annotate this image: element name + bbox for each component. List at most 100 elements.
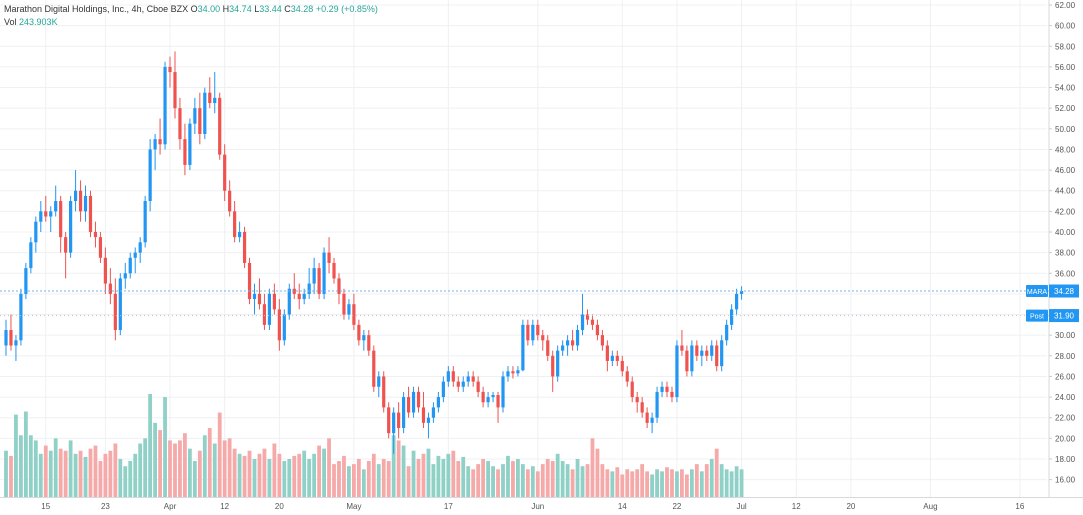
candle xyxy=(39,201,43,232)
candle-body xyxy=(546,340,550,356)
candle-body xyxy=(347,304,351,315)
candle-body xyxy=(267,293,272,325)
volume-bar xyxy=(153,422,157,497)
y-tick-label: 16.00 xyxy=(1055,476,1076,485)
candle xyxy=(347,299,351,320)
volume-bar xyxy=(252,458,257,497)
volume-bar xyxy=(332,464,336,497)
volume-bar xyxy=(506,455,510,497)
volume-bar xyxy=(585,464,590,497)
candle xyxy=(198,92,202,145)
candle xyxy=(83,185,88,222)
candle xyxy=(585,309,590,325)
volume-bar xyxy=(292,455,297,497)
candle-body xyxy=(377,376,381,387)
volume-bar xyxy=(540,464,545,497)
volume-bar xyxy=(625,469,630,497)
volume-bar xyxy=(386,461,391,497)
candle-body xyxy=(257,293,262,305)
candle xyxy=(476,376,480,398)
candle-body xyxy=(511,371,515,374)
candle-body xyxy=(297,293,301,300)
volume-bars xyxy=(4,393,744,497)
volume-bar xyxy=(620,474,625,497)
x-tick-label: 14 xyxy=(618,502,627,511)
volume-bar xyxy=(342,455,346,497)
candle xyxy=(725,319,729,346)
y-tick-label: 58.00 xyxy=(1055,42,1076,51)
volume-bar xyxy=(73,453,78,497)
candle-body xyxy=(188,123,192,165)
candle xyxy=(377,371,381,398)
volume-bar xyxy=(133,453,138,497)
y-tick-label: 62.00 xyxy=(1055,1,1076,10)
x-tick-label: 23 xyxy=(101,502,110,511)
volume-bar xyxy=(610,471,615,497)
candle-body xyxy=(357,324,361,341)
candle xyxy=(367,330,371,356)
candle xyxy=(143,195,147,248)
volume-bar xyxy=(729,471,734,497)
candle xyxy=(118,273,122,336)
candle xyxy=(566,335,570,356)
candle-body xyxy=(262,304,267,325)
candle-body xyxy=(645,412,649,423)
candle-body xyxy=(406,397,411,413)
candle xyxy=(456,376,460,392)
candle xyxy=(257,278,262,310)
candle xyxy=(426,412,431,439)
candle xyxy=(78,180,83,222)
candle xyxy=(297,283,301,310)
candle-body xyxy=(595,324,600,336)
candle xyxy=(605,340,609,372)
volume-bar xyxy=(595,448,600,497)
candle-body xyxy=(272,293,276,310)
candle xyxy=(436,391,440,413)
candle-body xyxy=(108,283,112,294)
x-tick-label: 20 xyxy=(846,502,855,511)
candle-body xyxy=(501,376,505,408)
price-axis[interactable]: 16.00 18.00 20.00 22.00 24.00 26.00 28.00 30.00… xyxy=(1048,0,1076,497)
candle xyxy=(223,144,227,202)
price-tag-name-bg xyxy=(1026,285,1048,298)
volume-bar xyxy=(501,464,505,497)
candle-body xyxy=(19,293,23,341)
candle xyxy=(620,355,624,377)
volume-bar xyxy=(43,445,48,497)
candle-body xyxy=(590,319,595,325)
candle-body xyxy=(516,370,520,374)
candle xyxy=(178,97,182,150)
time-axis[interactable]: 15 23 Apr 12 20 May 17 Jun 14 22 Jul 12 20 Aug 16 xyxy=(0,497,1083,512)
candle xyxy=(282,309,286,346)
y-tick-label: 50.00 xyxy=(1055,125,1076,134)
candle-body xyxy=(739,291,744,294)
volume-bar xyxy=(183,433,187,497)
candle-body xyxy=(29,242,33,269)
candle xyxy=(635,391,639,413)
candle-body xyxy=(600,335,604,346)
candle-body xyxy=(551,355,555,377)
volume-bar xyxy=(436,455,441,497)
candle xyxy=(685,345,689,377)
candle-body xyxy=(93,231,98,238)
volume-bar xyxy=(516,458,520,497)
candle-body xyxy=(242,231,247,263)
candle-body xyxy=(128,257,132,274)
volume-bar xyxy=(282,461,287,497)
volume-bar xyxy=(212,443,217,497)
candle-body xyxy=(133,252,137,258)
volume-bar xyxy=(202,435,207,497)
volume-bar xyxy=(391,435,396,497)
volume-bar xyxy=(19,435,23,497)
candle xyxy=(556,345,560,382)
candle xyxy=(277,299,281,351)
volume-bar xyxy=(247,450,252,497)
candle xyxy=(730,304,734,331)
candle xyxy=(402,391,406,434)
candle xyxy=(138,237,142,263)
candle xyxy=(242,226,247,269)
candle-body xyxy=(436,397,440,408)
candle xyxy=(471,371,475,387)
volume-bar xyxy=(232,448,237,497)
